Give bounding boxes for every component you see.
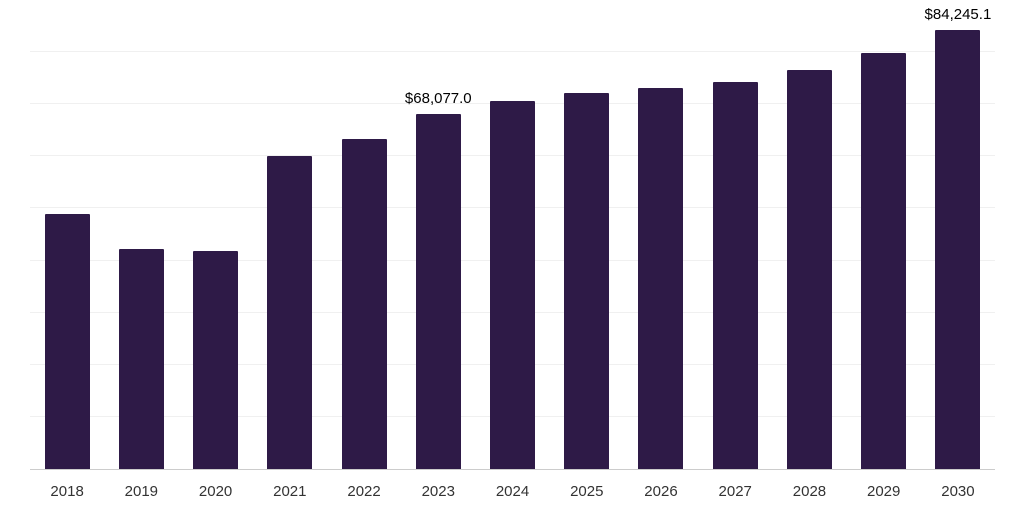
data-label: $68,077.0 <box>404 90 472 108</box>
x-tick-label: 2028 <box>792 482 827 500</box>
bar <box>44 214 90 469</box>
x-tick-label: 2024 <box>495 482 530 500</box>
x-axis: 2018 2019 2020 2021 2022 2023 2024 2025 2026 2027… <box>30 471 995 511</box>
x-tick-label: 2023 <box>421 482 455 500</box>
bar <box>193 251 239 469</box>
bar <box>118 248 164 469</box>
x-tick-label: 2026 <box>644 482 678 500</box>
bar <box>267 156 313 469</box>
gridline <box>30 51 995 53</box>
x-tick-label: 2020 <box>198 482 233 500</box>
bar-slot <box>772 0 846 469</box>
bar-slot: $68,077.0 <box>401 0 475 469</box>
bar-slot <box>550 0 624 469</box>
plot-area: $68,077.0 $84,245.1 <box>30 0 995 470</box>
x-tick-label: 2018 <box>50 482 84 500</box>
bar-slot: $84,245.1 <box>921 0 995 469</box>
bar <box>712 81 758 469</box>
bar <box>341 138 387 469</box>
bar-slot <box>624 0 698 469</box>
bar <box>490 100 536 469</box>
bar <box>935 30 981 469</box>
bar-slot <box>253 0 327 469</box>
bar-slot <box>847 0 921 469</box>
x-tick-label: 2025 <box>570 482 604 500</box>
bar-slot <box>698 0 772 469</box>
bar <box>564 92 610 469</box>
bar-slot <box>104 0 178 469</box>
bar-slot <box>30 0 104 469</box>
bar-slot <box>178 0 252 469</box>
x-tick-label: 2019 <box>124 482 159 500</box>
bar <box>415 114 461 469</box>
data-label: $84,245.1 <box>924 6 992 23</box>
x-tick-label: 2029 <box>867 482 901 500</box>
x-tick-label: 2027 <box>718 482 752 500</box>
bar-slot <box>327 0 401 469</box>
x-tick-label: 2030 <box>941 482 975 500</box>
bar-slot <box>475 0 549 469</box>
x-tick-label: 2022 <box>347 482 381 500</box>
bar <box>786 69 832 469</box>
bar <box>638 87 684 469</box>
x-tick-label: 2021 <box>273 482 307 500</box>
bar <box>861 52 907 469</box>
